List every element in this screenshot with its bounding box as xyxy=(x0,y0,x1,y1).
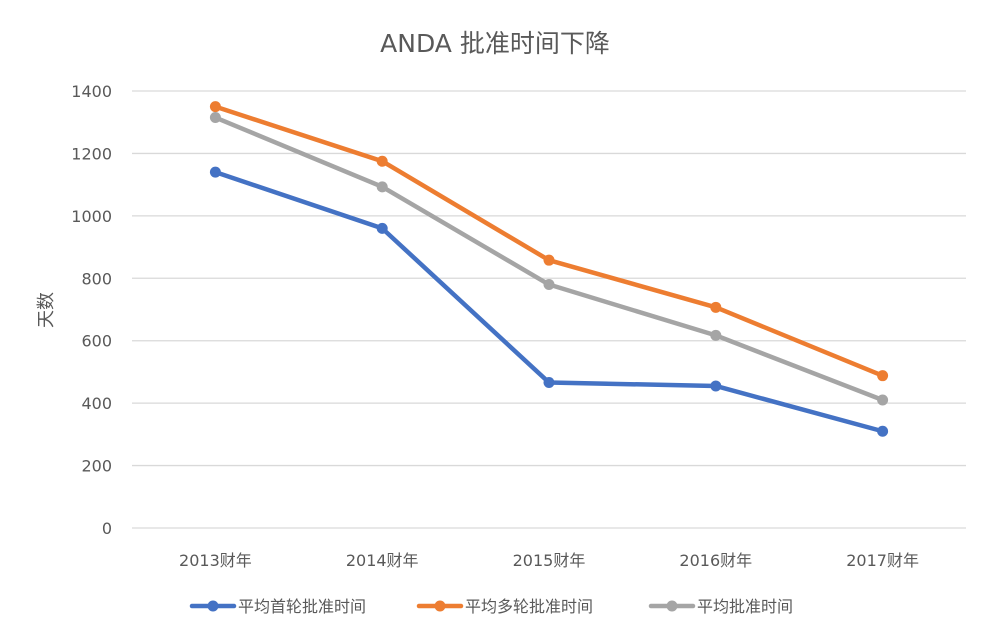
data-point xyxy=(209,166,221,178)
legend-swatch-marker xyxy=(666,600,678,612)
data-point xyxy=(543,377,555,389)
y-tick-label: 400 xyxy=(81,394,112,413)
legend-label: 平均首轮批准时间 xyxy=(238,597,366,616)
series-line xyxy=(213,104,885,378)
data-point xyxy=(543,254,555,266)
data-point xyxy=(209,112,221,124)
data-point xyxy=(543,279,555,291)
data-point xyxy=(710,329,722,341)
x-tick-label: 2016财年 xyxy=(679,551,752,570)
data-point xyxy=(376,181,388,193)
legend-item: 平均多轮批准时间 xyxy=(416,597,593,616)
y-tick-label: 0 xyxy=(102,519,112,538)
legend-swatch-marker xyxy=(434,600,446,612)
series-line xyxy=(213,169,885,434)
legend-item: 平均批准时间 xyxy=(648,597,793,616)
series-3 xyxy=(209,112,889,406)
legend-label: 平均多轮批准时间 xyxy=(465,597,593,616)
series-1 xyxy=(209,166,889,437)
x-tick-label: 2013财年 xyxy=(179,551,252,570)
legend-swatch-marker xyxy=(207,600,219,612)
data-point xyxy=(376,222,388,234)
legend-item: 平均首轮批准时间 xyxy=(189,597,366,616)
gridlines xyxy=(132,90,966,529)
data-point xyxy=(710,380,722,392)
y-tick-label: 1000 xyxy=(71,207,112,226)
y-axis-label: 天数 xyxy=(36,292,57,328)
legend-label: 平均批准时间 xyxy=(697,597,793,616)
data-point xyxy=(710,301,722,313)
data-point xyxy=(877,425,889,437)
data-point xyxy=(376,155,388,167)
y-tick-label: 800 xyxy=(81,269,112,288)
series-2 xyxy=(209,101,889,382)
x-tick-label: 2017财年 xyxy=(846,551,919,570)
series-lines xyxy=(209,101,889,437)
data-point xyxy=(877,370,889,382)
data-point xyxy=(877,394,889,406)
data-point xyxy=(209,101,221,113)
y-axis-ticks: 0 200 400 600 800 1000 1200 1400 xyxy=(71,82,112,538)
y-tick-label: 200 xyxy=(81,457,112,476)
y-tick-label: 600 xyxy=(81,332,112,351)
legend: 平均首轮批准时间 平均多轮批准时间 平均批准时间 xyxy=(189,597,793,616)
x-axis-ticks: 2013财年 2014财年 2015财年 2016财年 2017财年 xyxy=(179,551,919,570)
x-tick-label: 2015财年 xyxy=(513,551,586,570)
x-tick-label: 2014财年 xyxy=(346,551,419,570)
y-tick-label: 1200 xyxy=(71,144,112,163)
y-tick-label: 1400 xyxy=(71,82,112,101)
chart-title: ANDA 批准时间下降 xyxy=(380,29,610,58)
